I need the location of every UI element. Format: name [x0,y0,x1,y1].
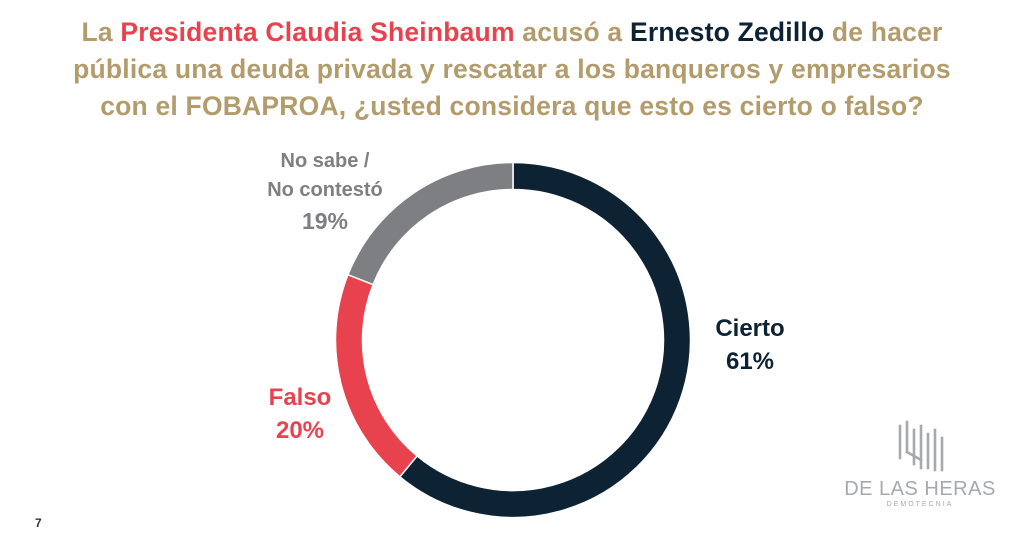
question-title: La Presidenta Claudia Sheinbaum acusó a … [0,14,1024,125]
donut-slice-no-sabe-no-contesto [346,161,514,286]
label-falso-pct: 20% [275,417,325,444]
label-falso: Falso 20% [245,381,355,447]
label-no-sabe: No sabe / No contestó 19% [250,147,400,238]
label-no-sabe-line1: No sabe / [280,150,370,172]
title-la: La [81,17,121,47]
label-no-sabe-line2: No contestó [267,179,383,201]
brand-logo: DE LAS HERAS DEMOTECNIA [840,420,1000,510]
title-line-3: con el FOBAPROA, ¿usted considera que es… [100,91,924,121]
brand-name: DE LAS HERAS [844,478,996,500]
label-cierto-pct: 61% [725,348,775,375]
building-logo-icon [898,420,944,472]
label-no-sabe-pct: 19% [301,208,349,234]
title-zedillo: Ernesto Zedillo [629,17,825,47]
label-cierto-name: Cierto [715,315,785,342]
title-presidenta: Presidenta Claudia Sheinbaum [120,17,515,47]
title-de-hacer: de hacer [824,17,943,47]
title-line-2: pública una deuda privada y rescatar a l… [73,54,951,84]
label-cierto: Cierto 61% [690,312,810,378]
label-falso-name: Falso [268,384,332,411]
title-line-1: La Presidenta Claudia Sheinbaum acusó a … [0,14,1024,51]
donut-slice-cierto [398,161,692,519]
page-number: 7 [35,516,42,530]
brand-subtitle: DEMOTECNIA [886,501,954,508]
title-acuso: acusó a [514,17,630,47]
